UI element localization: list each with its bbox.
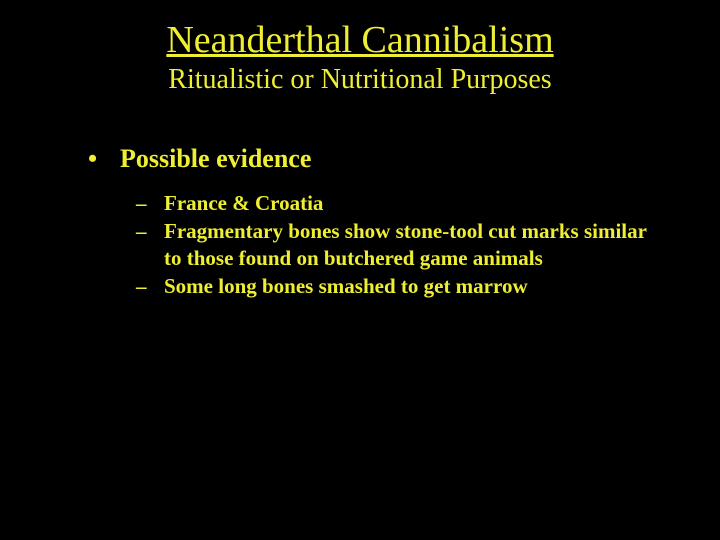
bullet-level2-text: Fragmentary bones show stone-tool cut ma…	[164, 218, 650, 271]
bullet-level2-text: Some long bones smashed to get marrow	[164, 273, 650, 299]
bullet-level2: – Fragmentary bones show stone-tool cut …	[136, 218, 650, 271]
bullet-level2-text: France & Croatia	[164, 190, 650, 216]
slide-title: Neanderthal Cannibalism	[70, 18, 650, 62]
dash-marker: –	[136, 190, 164, 216]
bullet-level2: – Some long bones smashed to get marrow	[136, 273, 650, 299]
bullet-marker: •	[88, 144, 120, 174]
slide-subtitle: Ritualistic or Nutritional Purposes	[30, 64, 690, 96]
dash-marker: –	[136, 273, 164, 299]
slide: Neanderthal Cannibalism Ritualistic or N…	[0, 0, 720, 540]
bullet-level2: – France & Croatia	[136, 190, 650, 216]
bullet-level1-text: Possible evidence	[120, 144, 311, 173]
dash-marker: –	[136, 218, 164, 271]
bullet-level1: •Possible evidence	[88, 144, 690, 174]
